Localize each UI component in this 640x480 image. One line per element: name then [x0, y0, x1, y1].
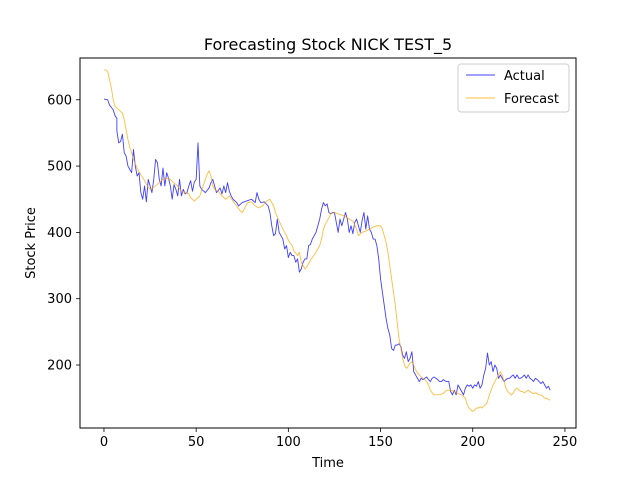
x-tick-label: 0 [100, 435, 108, 450]
y-tick-label: 300 [47, 292, 72, 307]
x-tick-label: 250 [553, 435, 578, 450]
y-axis-label: Stock Price [24, 207, 39, 279]
series-line-actual [103, 98, 551, 396]
y-tick-label: 200 [47, 359, 72, 374]
legend: Actual Forecast [457, 63, 570, 113]
chart-title: Forecasting Stock NICK TEST_5 [204, 35, 452, 55]
legend-frame [457, 63, 570, 113]
x-tick-label: 100 [276, 435, 301, 450]
y-tick-label: 500 [47, 160, 72, 175]
y-tick-label: 400 [47, 226, 72, 241]
legend-label-forecast: Forecast [504, 92, 559, 107]
y-tick-label: 600 [47, 93, 72, 108]
x-axis: 0 50 100 150 200 250 [100, 428, 578, 450]
x-tick-label: 50 [188, 435, 205, 450]
x-tick-label: 150 [368, 435, 393, 450]
series-line-forecast [103, 69, 551, 412]
series-layer [103, 69, 551, 412]
x-tick-label: 200 [460, 435, 485, 450]
plot-frame [79, 57, 577, 429]
plot-area [79, 57, 577, 429]
legend-label-actual: Actual [504, 69, 545, 84]
y-axis: 200 300 400 500 600 [47, 93, 80, 374]
x-axis-label: Time [311, 456, 344, 471]
